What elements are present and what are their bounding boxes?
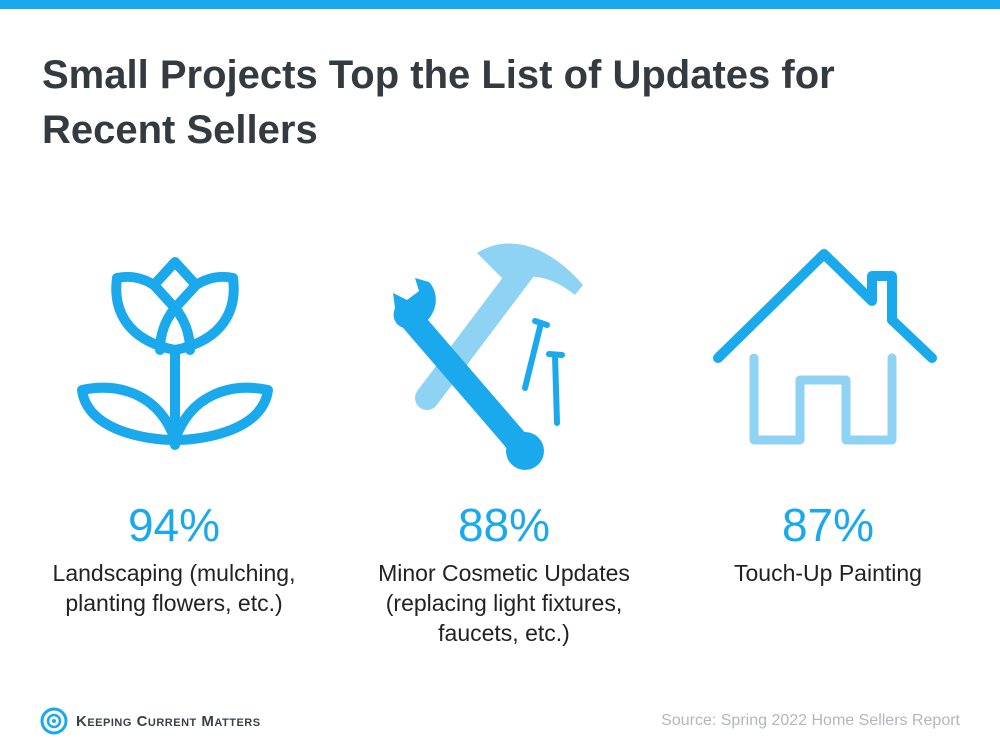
stat-value: 87% xyxy=(781,499,875,551)
logo-text: Keeping Current Matters xyxy=(76,712,261,730)
nail-icons xyxy=(522,318,565,426)
stat-touch-up-painting: 87% Touch-Up Painting xyxy=(678,497,978,588)
tools-icon xyxy=(393,243,583,470)
kcm-logo-icon xyxy=(40,707,68,735)
page-title: Small Projects Top the List of Updates f… xyxy=(42,53,835,152)
flower-icon xyxy=(77,257,273,450)
stat-label: Minor Cosmetic Updates (replacing light … xyxy=(378,560,630,646)
stat-label: Touch-Up Painting xyxy=(734,560,922,586)
stat-label: Landscaping (mulching, planting flowers,… xyxy=(52,560,296,616)
stat-value: 88% xyxy=(457,499,551,551)
kcm-logo: Keeping Current Matters xyxy=(40,706,261,736)
stat-cosmetic-updates: 88% Minor Cosmetic Updates (replacing li… xyxy=(354,497,654,648)
stat-value: 94% xyxy=(127,499,221,551)
hammer-icon xyxy=(415,243,583,410)
top-accent-bar xyxy=(0,0,1000,9)
wrench-icon xyxy=(393,278,544,470)
house-icon xyxy=(713,249,937,445)
source-text: Source: Spring 2022 Home Sellers Report xyxy=(661,712,960,729)
stat-landscaping: 94% Landscaping (mulching, planting flow… xyxy=(24,497,324,618)
